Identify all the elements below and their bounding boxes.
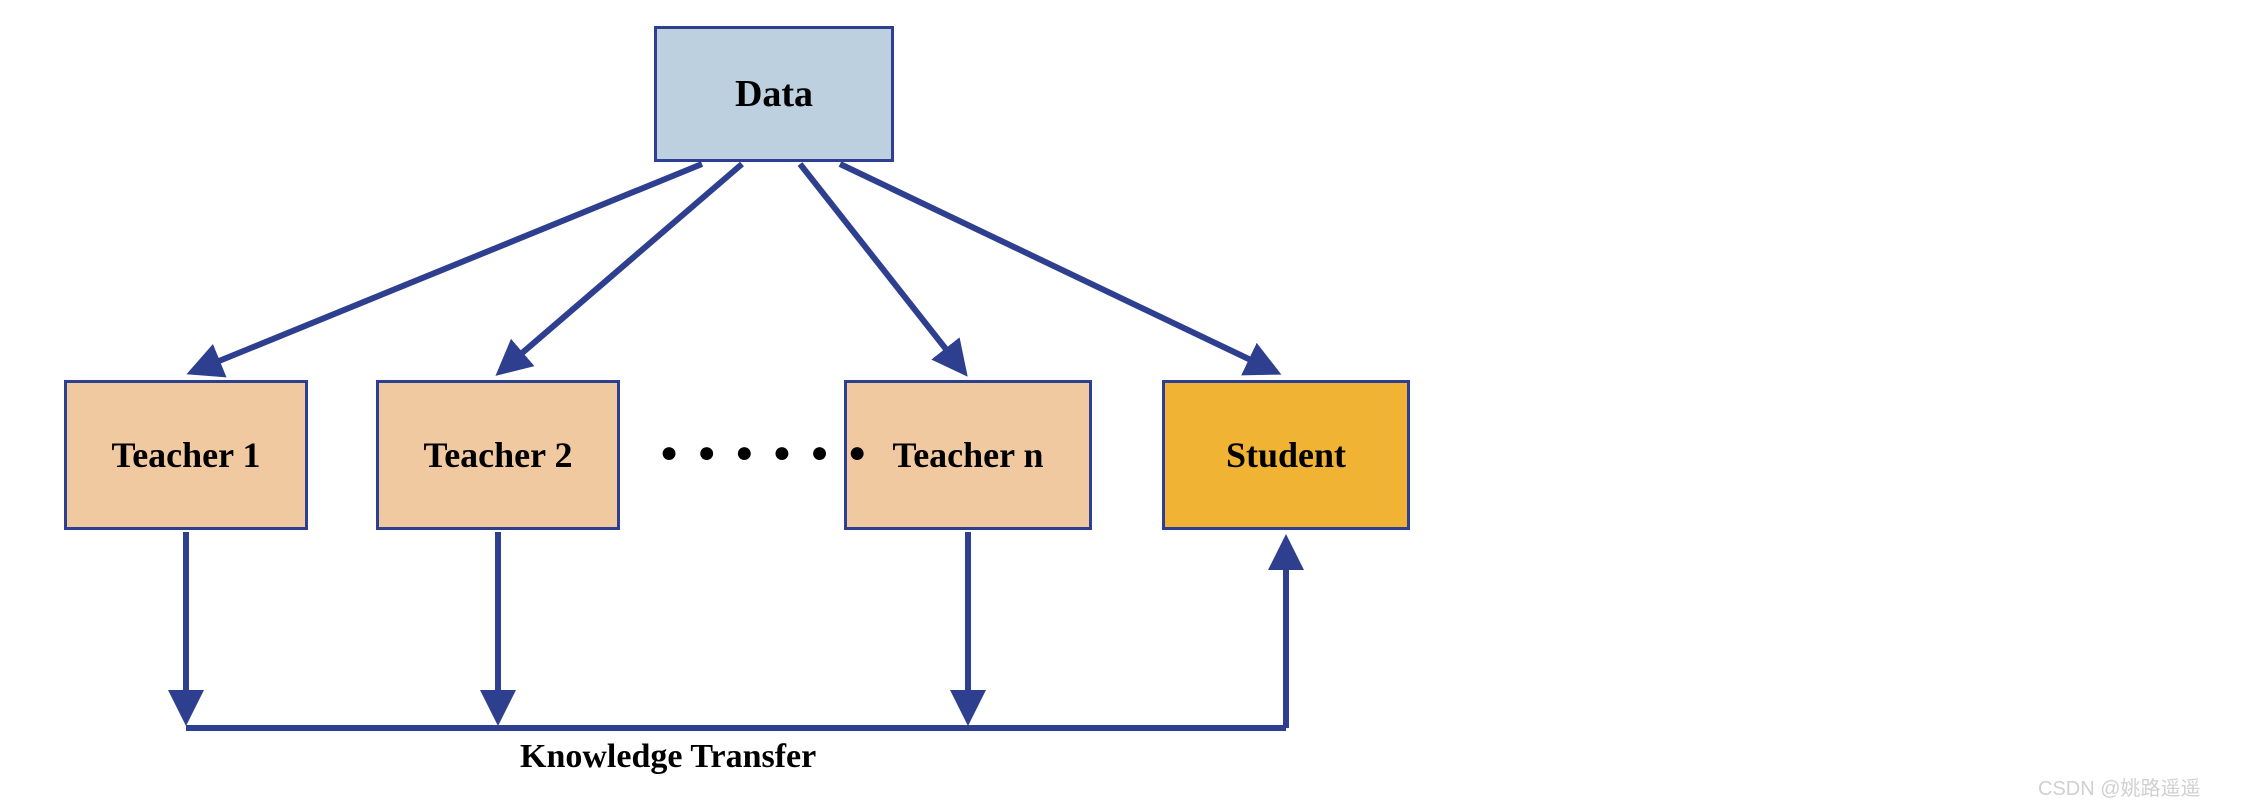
diagram-canvas: Data Teacher 1 Teacher 2 Teacher n Stude…	[0, 0, 2244, 806]
node-teacher-n-label: Teacher n	[892, 434, 1043, 476]
node-teacher-n: Teacher n	[844, 380, 1092, 530]
node-teacher-1: Teacher 1	[64, 380, 308, 530]
watermark-text: CSDN @姚路遥遥	[2038, 772, 2201, 801]
edges-layer	[0, 0, 2244, 806]
node-student-label: Student	[1226, 434, 1346, 476]
ellipsis-dots: ● ● ● ● ● ●	[660, 436, 872, 470]
node-teacher-2-label: Teacher 2	[424, 434, 573, 476]
node-data: Data	[654, 26, 894, 162]
node-student: Student	[1162, 380, 1410, 530]
node-data-label: Data	[735, 72, 813, 116]
node-teacher-2: Teacher 2	[376, 380, 620, 530]
knowledge-transfer-label: Knowledge Transfer	[520, 738, 816, 776]
node-teacher-1-label: Teacher 1	[112, 434, 261, 476]
